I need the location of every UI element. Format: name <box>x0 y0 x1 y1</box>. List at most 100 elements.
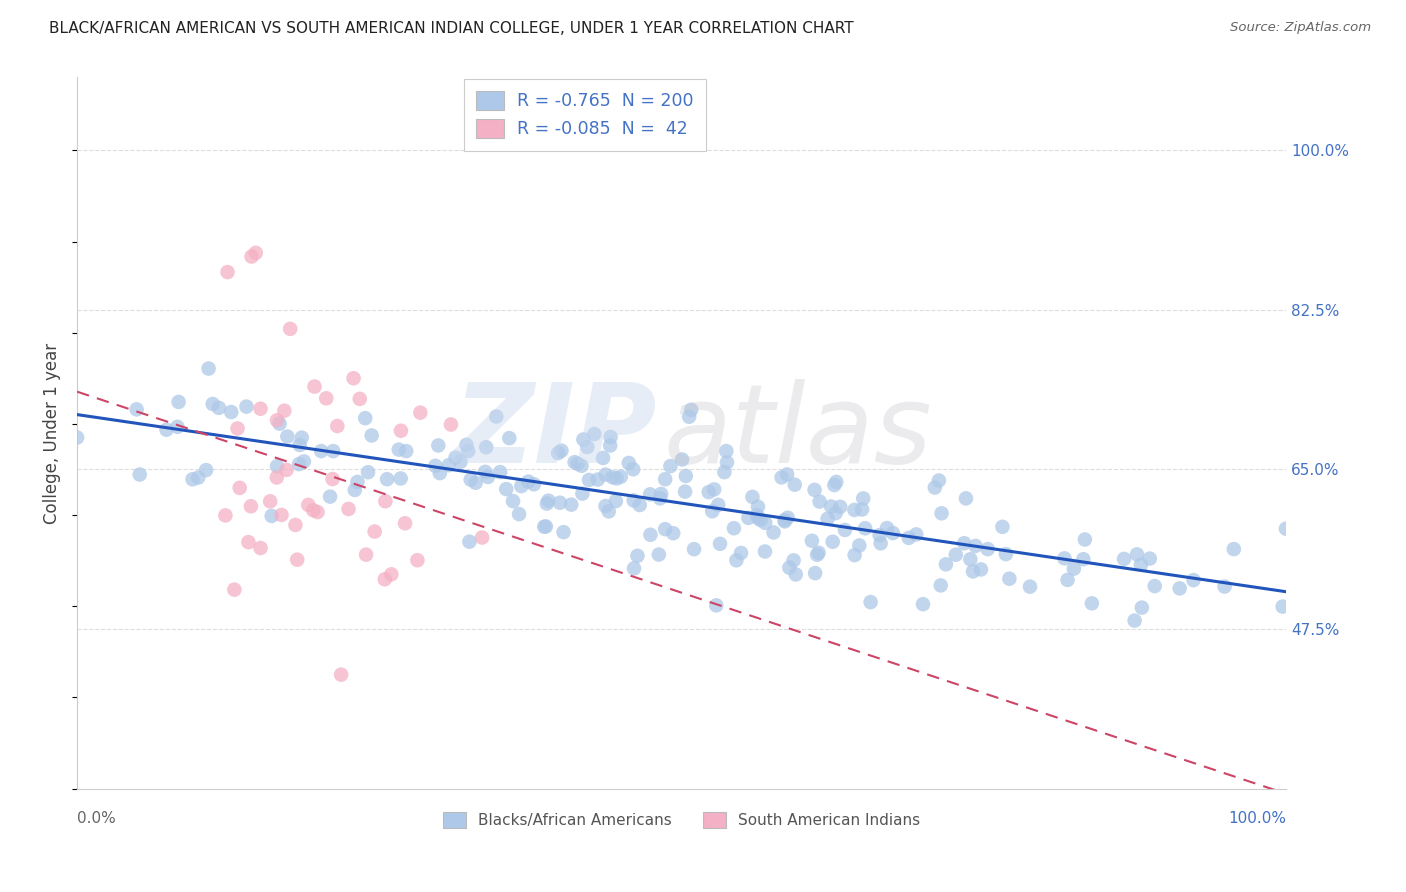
Point <box>678 409 700 424</box>
Point <box>330 667 353 681</box>
Point <box>536 497 558 511</box>
Point <box>1073 552 1095 566</box>
Point <box>226 421 249 435</box>
Point <box>395 444 418 458</box>
Point <box>1139 551 1161 566</box>
Point <box>869 536 891 550</box>
Point <box>1182 573 1205 587</box>
Point <box>703 483 725 497</box>
Point <box>1063 561 1085 575</box>
Point <box>830 500 852 514</box>
Point <box>599 430 621 444</box>
Point <box>928 474 950 488</box>
Point <box>602 470 624 484</box>
Point <box>449 455 471 469</box>
Point <box>716 444 738 458</box>
Point <box>586 473 609 487</box>
Point <box>808 494 831 508</box>
Point <box>970 562 993 576</box>
Point <box>1213 580 1236 594</box>
Point <box>945 548 967 562</box>
Point <box>464 475 486 490</box>
Point <box>741 490 763 504</box>
Point <box>749 513 772 527</box>
Point <box>567 457 589 471</box>
Point <box>363 524 385 539</box>
Point <box>489 465 512 479</box>
Point <box>564 455 586 469</box>
Point <box>1126 547 1149 561</box>
Point <box>349 392 371 406</box>
Point <box>654 522 676 536</box>
Point <box>523 477 546 491</box>
Point <box>592 450 614 465</box>
Point <box>962 565 984 579</box>
Point <box>623 493 645 508</box>
Point <box>245 245 267 260</box>
Point <box>240 250 263 264</box>
Point <box>195 463 218 477</box>
Point <box>965 539 987 553</box>
Point <box>322 472 344 486</box>
Point <box>224 582 246 597</box>
Point <box>991 520 1014 534</box>
Point <box>533 519 555 533</box>
Point <box>628 498 651 512</box>
Point <box>547 446 569 460</box>
Point <box>595 499 617 513</box>
Point <box>309 444 332 458</box>
Point <box>560 498 582 512</box>
Point <box>302 503 325 517</box>
Point <box>640 527 662 541</box>
Point <box>228 481 250 495</box>
Point <box>380 567 402 582</box>
Point <box>1053 551 1076 566</box>
Point <box>307 505 329 519</box>
Point <box>697 485 720 500</box>
Point <box>394 516 416 531</box>
Point <box>572 433 595 447</box>
Point <box>977 542 1000 557</box>
Point <box>1074 533 1097 547</box>
Point <box>181 472 204 486</box>
Point <box>605 494 627 508</box>
Point <box>935 558 957 572</box>
Point <box>959 552 981 566</box>
Point <box>953 536 976 550</box>
Point <box>851 502 873 516</box>
Point <box>681 402 703 417</box>
Point <box>931 506 953 520</box>
Point <box>167 395 190 409</box>
Point <box>598 504 620 518</box>
Point <box>747 500 769 514</box>
Point <box>260 508 283 523</box>
Point <box>1143 579 1166 593</box>
Point <box>357 465 380 479</box>
Point <box>621 462 644 476</box>
Point <box>354 411 377 425</box>
Point <box>304 379 326 393</box>
Point <box>824 506 846 520</box>
Point <box>638 487 661 501</box>
Point <box>662 526 685 541</box>
Point <box>762 525 785 540</box>
Point <box>825 475 848 489</box>
Point <box>1130 600 1153 615</box>
Point <box>166 420 188 434</box>
Point <box>259 494 281 508</box>
Point <box>266 459 288 474</box>
Point <box>1019 580 1042 594</box>
Point <box>249 401 271 416</box>
Point <box>273 403 295 417</box>
Point <box>155 423 177 437</box>
Point <box>929 578 952 592</box>
Point <box>239 500 262 514</box>
Point <box>725 553 748 567</box>
Point <box>425 458 447 473</box>
Point <box>201 397 224 411</box>
Point <box>804 566 827 580</box>
Point <box>730 546 752 560</box>
Point <box>125 402 148 417</box>
Point <box>388 442 411 457</box>
Text: Source: ZipAtlas.com: Source: ZipAtlas.com <box>1230 21 1371 34</box>
